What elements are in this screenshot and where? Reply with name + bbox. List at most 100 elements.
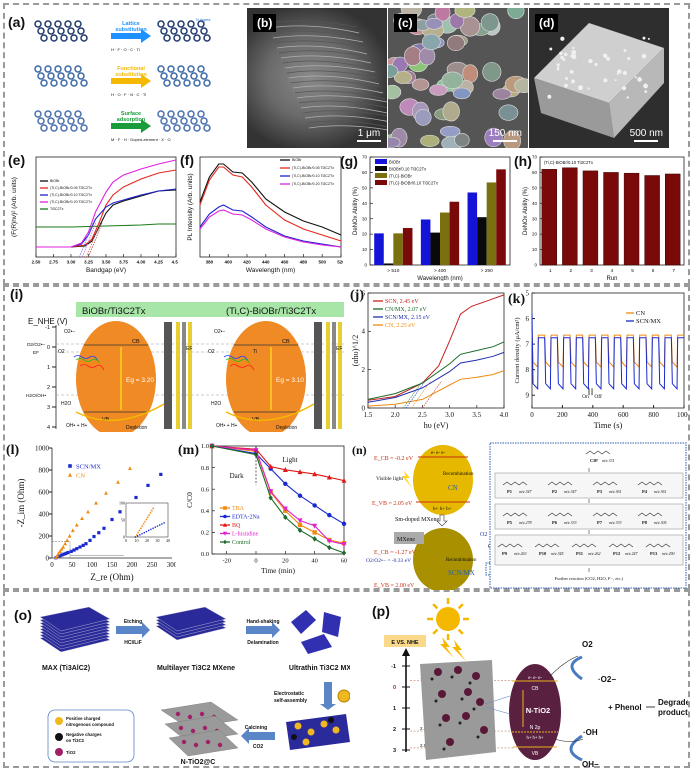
level-label: O2/O2•−: [27, 342, 46, 348]
atom: [34, 20, 42, 28]
tangent-line: [81, 221, 97, 258]
series-line-ti3c2tx: [36, 223, 176, 228]
data-point: [88, 538, 92, 542]
product-row-1: [494, 472, 684, 499]
mxene-block: [394, 532, 424, 544]
hole-site: [438, 690, 446, 698]
y-tick-label: -1: [45, 325, 50, 331]
atom: [187, 65, 195, 73]
atom: [37, 72, 45, 80]
tio2-particle: [190, 728, 196, 734]
y-tick-label: 6: [526, 315, 530, 323]
cn-recombination: Recombination: [443, 472, 474, 477]
lamella: [298, 100, 387, 108]
data-point: [67, 533, 72, 538]
data-point: [58, 554, 62, 558]
legend-entry: CN/MX, 2.07 eV: [385, 307, 427, 313]
calcining-label: Calcining: [245, 725, 268, 731]
surface-grain: [547, 94, 552, 99]
cuboid-particle: [534, 23, 664, 138]
platelet: [388, 84, 402, 100]
data-point: [142, 522, 145, 525]
inset-x-tick-label: 40: [166, 538, 170, 543]
surface-grain: [623, 49, 627, 53]
sem-image-d: (d) 500 nm: [529, 8, 669, 148]
level-value: 2.1: [420, 726, 427, 731]
atom: [40, 79, 48, 87]
data-point: [104, 491, 108, 495]
tio2-particle: [178, 725, 184, 731]
y-tick-label: 20: [532, 232, 538, 237]
y-tick-label: 4: [47, 425, 50, 431]
data-point: [147, 529, 150, 532]
data-point: [312, 523, 318, 529]
scale-bar-text: 1 μm: [357, 128, 381, 139]
fermi-label: EF: [186, 346, 192, 352]
data-point: [150, 509, 153, 512]
chart-title: (Ti,C)-BiOBr/0.10 Ti3C2Tx: [544, 160, 594, 165]
y-tick-label: 30: [532, 216, 538, 221]
hydroxyl-radical-label: OH• + H+: [66, 423, 88, 429]
surface-grain: [549, 47, 553, 51]
bar: [449, 201, 460, 265]
platelet: [507, 8, 525, 20]
frame-middle: [3, 285, 690, 590]
mxene-layer: [326, 322, 330, 429]
bar: [665, 173, 681, 266]
scn-vb-energy: E_VB = 2.00 eV: [374, 583, 415, 589]
product-row-3: [494, 534, 684, 566]
atom: [47, 72, 55, 80]
legend-swatch: [375, 159, 387, 164]
atom: [170, 27, 178, 35]
surface-grain: [634, 76, 637, 79]
data-point: [312, 530, 317, 535]
data-point: [58, 549, 62, 553]
data-point: [75, 547, 79, 551]
legend-entry: (Ti,C)-BiOBr/0.20 Ti3C2Tx: [292, 182, 334, 186]
atom: [157, 65, 165, 73]
hole-transfer: [554, 738, 584, 742]
data-point: [143, 531, 145, 534]
semiconductor-particle: [76, 321, 156, 437]
electron-site: [458, 721, 462, 725]
atom: [197, 110, 205, 118]
data-point: [223, 506, 227, 510]
surface-grain: [602, 53, 608, 58]
panel-label: (l): [6, 443, 20, 458]
product-name: P9: [502, 551, 508, 556]
hole-site: [472, 672, 480, 680]
platelet: [420, 134, 440, 147]
platelet: [439, 125, 461, 138]
y-tick-label: 0.4: [201, 508, 210, 515]
scale-bar: 150 nm: [489, 128, 522, 142]
sun-icon: [436, 607, 460, 631]
atom: [64, 20, 72, 28]
y-tick-label: 0.2: [201, 530, 209, 537]
x-tick-label: 50: [69, 561, 77, 569]
ti-site: Ti: [253, 349, 257, 355]
plot-frame: [199, 156, 342, 258]
atom: [160, 72, 168, 80]
x-tick-label: 300: [167, 561, 176, 569]
product-name: P13: [650, 551, 658, 556]
platelet: [514, 78, 528, 93]
atom: [74, 65, 82, 73]
atom: [167, 20, 175, 28]
x-tick-label: 4: [611, 268, 614, 274]
tio2-particle: [193, 742, 199, 748]
atom: [37, 117, 45, 125]
atom: [67, 117, 75, 125]
x-tick-label: 460: [281, 260, 289, 265]
surface-grain: [614, 79, 617, 82]
synthesis-scheme-o: (o) Etching HCl/LiF Hand-shaking Delaminatio…: [14, 606, 363, 766]
y-tick-label: 40: [362, 201, 368, 206]
series-line-bq: [211, 445, 345, 482]
data-point: [134, 536, 137, 538]
bar: [541, 169, 557, 266]
data-point: [84, 542, 88, 546]
y-tick-label: 9: [526, 392, 530, 400]
data-point: [59, 547, 64, 551]
y-axis-label: (αhυ)^1/2: [351, 335, 360, 366]
mxene-layer: [338, 322, 342, 429]
platelet: [418, 47, 436, 66]
